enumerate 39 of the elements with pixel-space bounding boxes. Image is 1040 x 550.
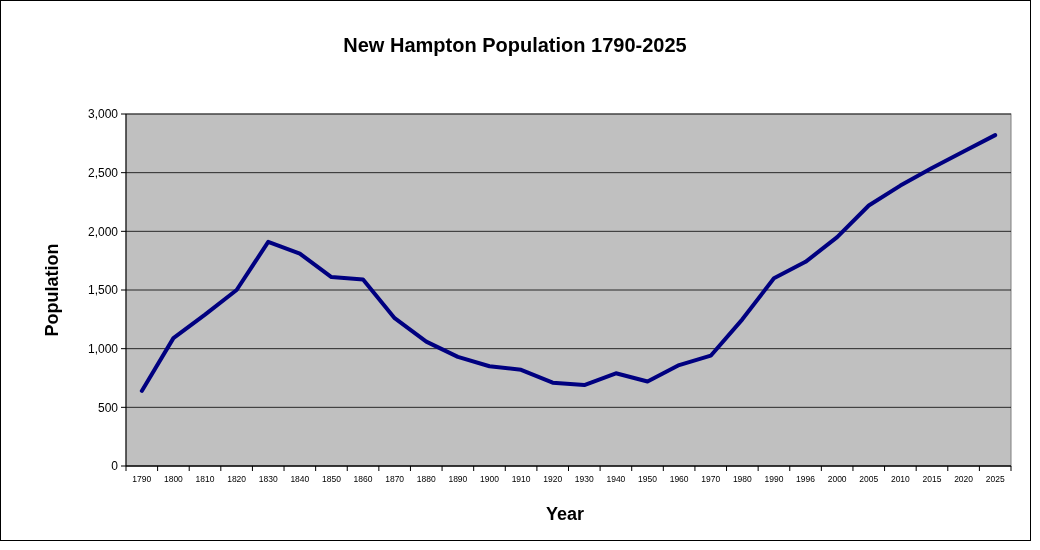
x-tick-label: 1860	[353, 474, 373, 484]
x-tick-label: 1900	[480, 474, 500, 484]
y-tick-label: 3,000	[87, 107, 119, 122]
x-tick-label: 1920	[543, 474, 563, 484]
x-axis-title: Year	[545, 504, 585, 524]
y-tick-label: 2,000	[87, 224, 119, 239]
x-tick-label: 1940	[606, 474, 626, 484]
x-tick-label: 2000	[827, 474, 847, 484]
x-tick-label: 1910	[511, 474, 531, 484]
x-tick-label: 1790	[132, 474, 152, 484]
x-tick-label: 2005	[859, 474, 879, 484]
x-tick-label: 1850	[321, 474, 342, 484]
y-tick-label: 1,000	[87, 341, 119, 356]
y-tick-label: 0	[111, 459, 119, 474]
y-tick-label: 500	[97, 400, 119, 415]
x-tick-label: 1960	[669, 474, 689, 484]
x-tick-label: 1880	[416, 474, 436, 484]
x-tick-label: 1870	[385, 474, 405, 484]
x-tick-label: 1830	[258, 474, 278, 484]
x-tick-label: 2020	[954, 474, 974, 484]
x-tick-label: 2015	[922, 474, 942, 484]
x-tick-label: 1996	[796, 474, 816, 484]
x-tick-label: 2010	[890, 474, 911, 484]
x-tick-label: 1980	[732, 474, 753, 484]
y-axis-title: Population	[42, 243, 62, 337]
x-tick-label: 1930	[574, 474, 595, 484]
line-series	[139, 133, 998, 393]
x-tick-label: 1810	[195, 474, 215, 484]
chart-title: New Hampton Population 1790-2025	[343, 34, 687, 56]
x-tick-label: 1820	[227, 474, 247, 484]
x-tick-label: 1970	[701, 474, 721, 484]
y-tick-label: 1,500	[87, 283, 119, 298]
y-tick-label: 2,500	[87, 165, 119, 180]
x-tick-label: 1950	[638, 474, 658, 484]
x-tick-label: 1890	[448, 474, 468, 484]
x-tick-label: 1990	[764, 474, 784, 484]
x-tick-label: 2025	[985, 474, 1005, 484]
x-tick-label: 1840	[290, 474, 310, 484]
x-tick-label: 1800	[163, 474, 184, 484]
